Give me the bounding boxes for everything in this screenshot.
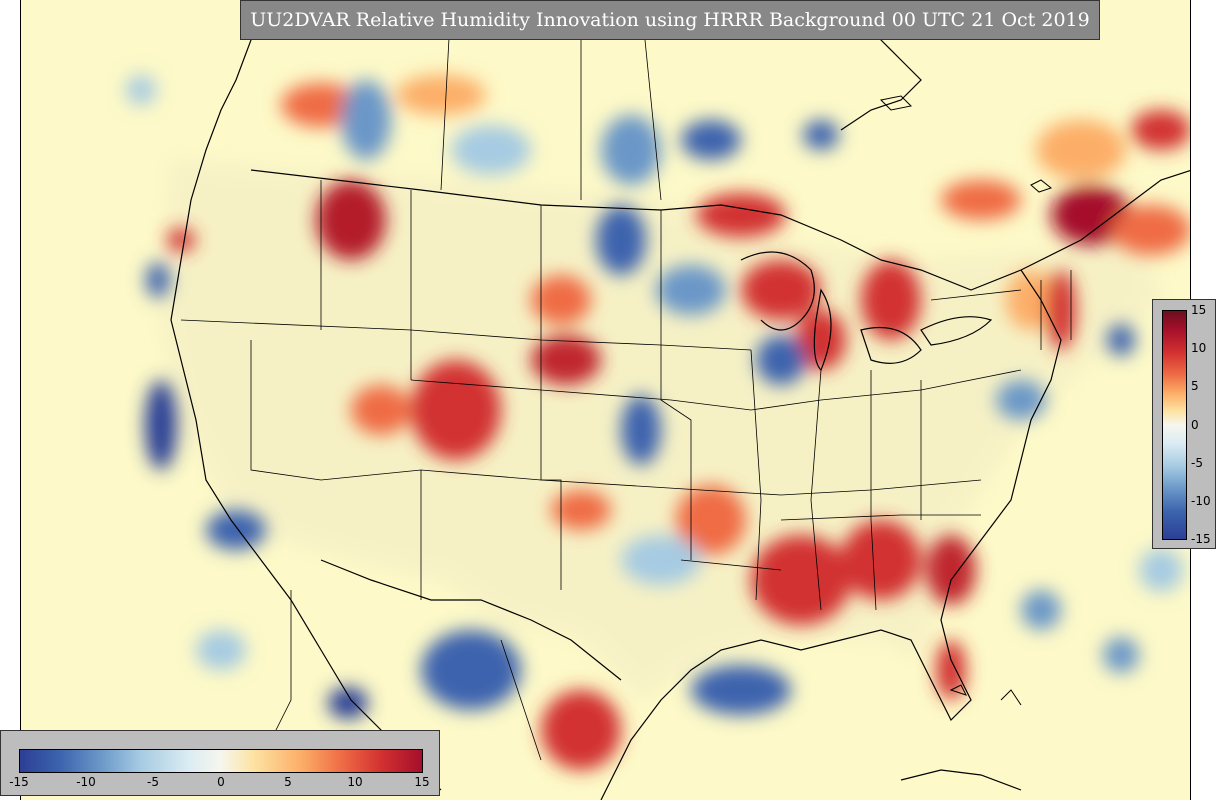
colorbar-h-tick: 10 xyxy=(347,775,363,789)
colorbar-h-tick: -5 xyxy=(147,775,159,789)
colorbar-h-tick: 0 xyxy=(217,775,225,789)
colorbar-v-tick: -5 xyxy=(1191,456,1203,470)
colorbar-v-tick: 10 xyxy=(1191,341,1207,355)
colorbar-h-tick: 5 xyxy=(284,775,292,789)
colorbar-h-tick: -10 xyxy=(76,775,96,789)
colorbar-vertical-gradient xyxy=(1162,310,1187,540)
colorbar-horizontal-gradient xyxy=(19,749,423,773)
colorbar-v-tick: 15 xyxy=(1191,303,1207,317)
map-title: UU2DVAR Relative Humidity Innovation usi… xyxy=(240,0,1100,40)
colorbar-v-tick: -15 xyxy=(1191,532,1211,546)
colorbar-v-tick: 0 xyxy=(1191,418,1199,432)
map-panel xyxy=(20,0,1191,800)
colorbar-v-tick: -10 xyxy=(1191,494,1211,508)
colorbar-h-tick: 15 xyxy=(414,775,430,789)
colorbar-v-tick: 5 xyxy=(1191,379,1199,393)
colorbar-vertical: 15 10 5 0 -5 -10 -15 xyxy=(1152,299,1216,549)
colorbar-horizontal: -15 -10 -5 0 5 10 15 xyxy=(0,730,440,796)
colorbar-h-tick: -15 xyxy=(9,775,29,789)
humidity-field-map xyxy=(21,0,1190,800)
